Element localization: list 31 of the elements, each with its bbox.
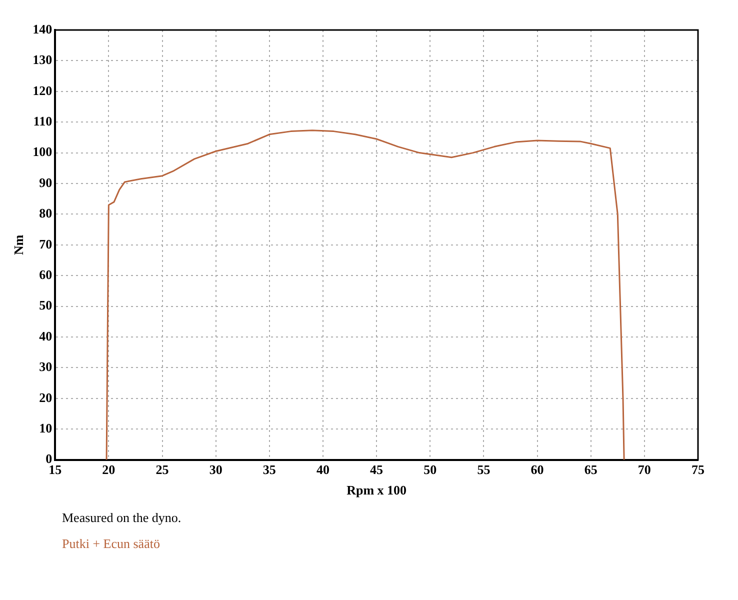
y-axis-title: Nm: [11, 234, 26, 256]
x-tick-label: 70: [638, 462, 651, 477]
x-tick-label: 40: [316, 462, 330, 477]
text: Measured on the dyno.: [62, 510, 182, 526]
y-tick-label: 20: [39, 390, 52, 405]
y-tick-label: 110: [33, 113, 52, 128]
x-tick-label: 25: [156, 462, 170, 477]
y-tick-label: 70: [39, 236, 52, 252]
y-tick-label: 10: [39, 420, 52, 436]
y-tick-label: 140: [32, 21, 52, 36]
y-tick-label: 60: [39, 266, 52, 282]
x-tick-label: 45: [370, 462, 384, 477]
x-tick-label: 75: [692, 462, 705, 477]
y-tick-label: 50: [39, 298, 52, 313]
x-tick-label: 35: [262, 462, 276, 477]
x-tick-label: 55: [477, 462, 491, 477]
y-tick-label: 130: [32, 52, 52, 68]
y-tick-label: 120: [32, 82, 52, 98]
y-tick-label: 30: [39, 359, 52, 374]
x-tick-label: 65: [584, 462, 598, 477]
text: Putki + Ecun säätö: [62, 536, 161, 552]
y-tick-label: 80: [39, 206, 52, 221]
x-tick-label: 50: [424, 462, 437, 477]
x-tick-label: 60: [530, 462, 544, 477]
y-tick-label: 90: [39, 174, 52, 190]
y-tick-label: 0: [46, 451, 52, 466]
y-tick-label: 40: [39, 328, 52, 344]
y-tick-label: 100: [32, 144, 52, 160]
x-tick-label: 30: [209, 462, 222, 477]
x-tick-label: 20: [102, 462, 116, 477]
x-axis-title: Rpm x 100: [346, 482, 407, 498]
